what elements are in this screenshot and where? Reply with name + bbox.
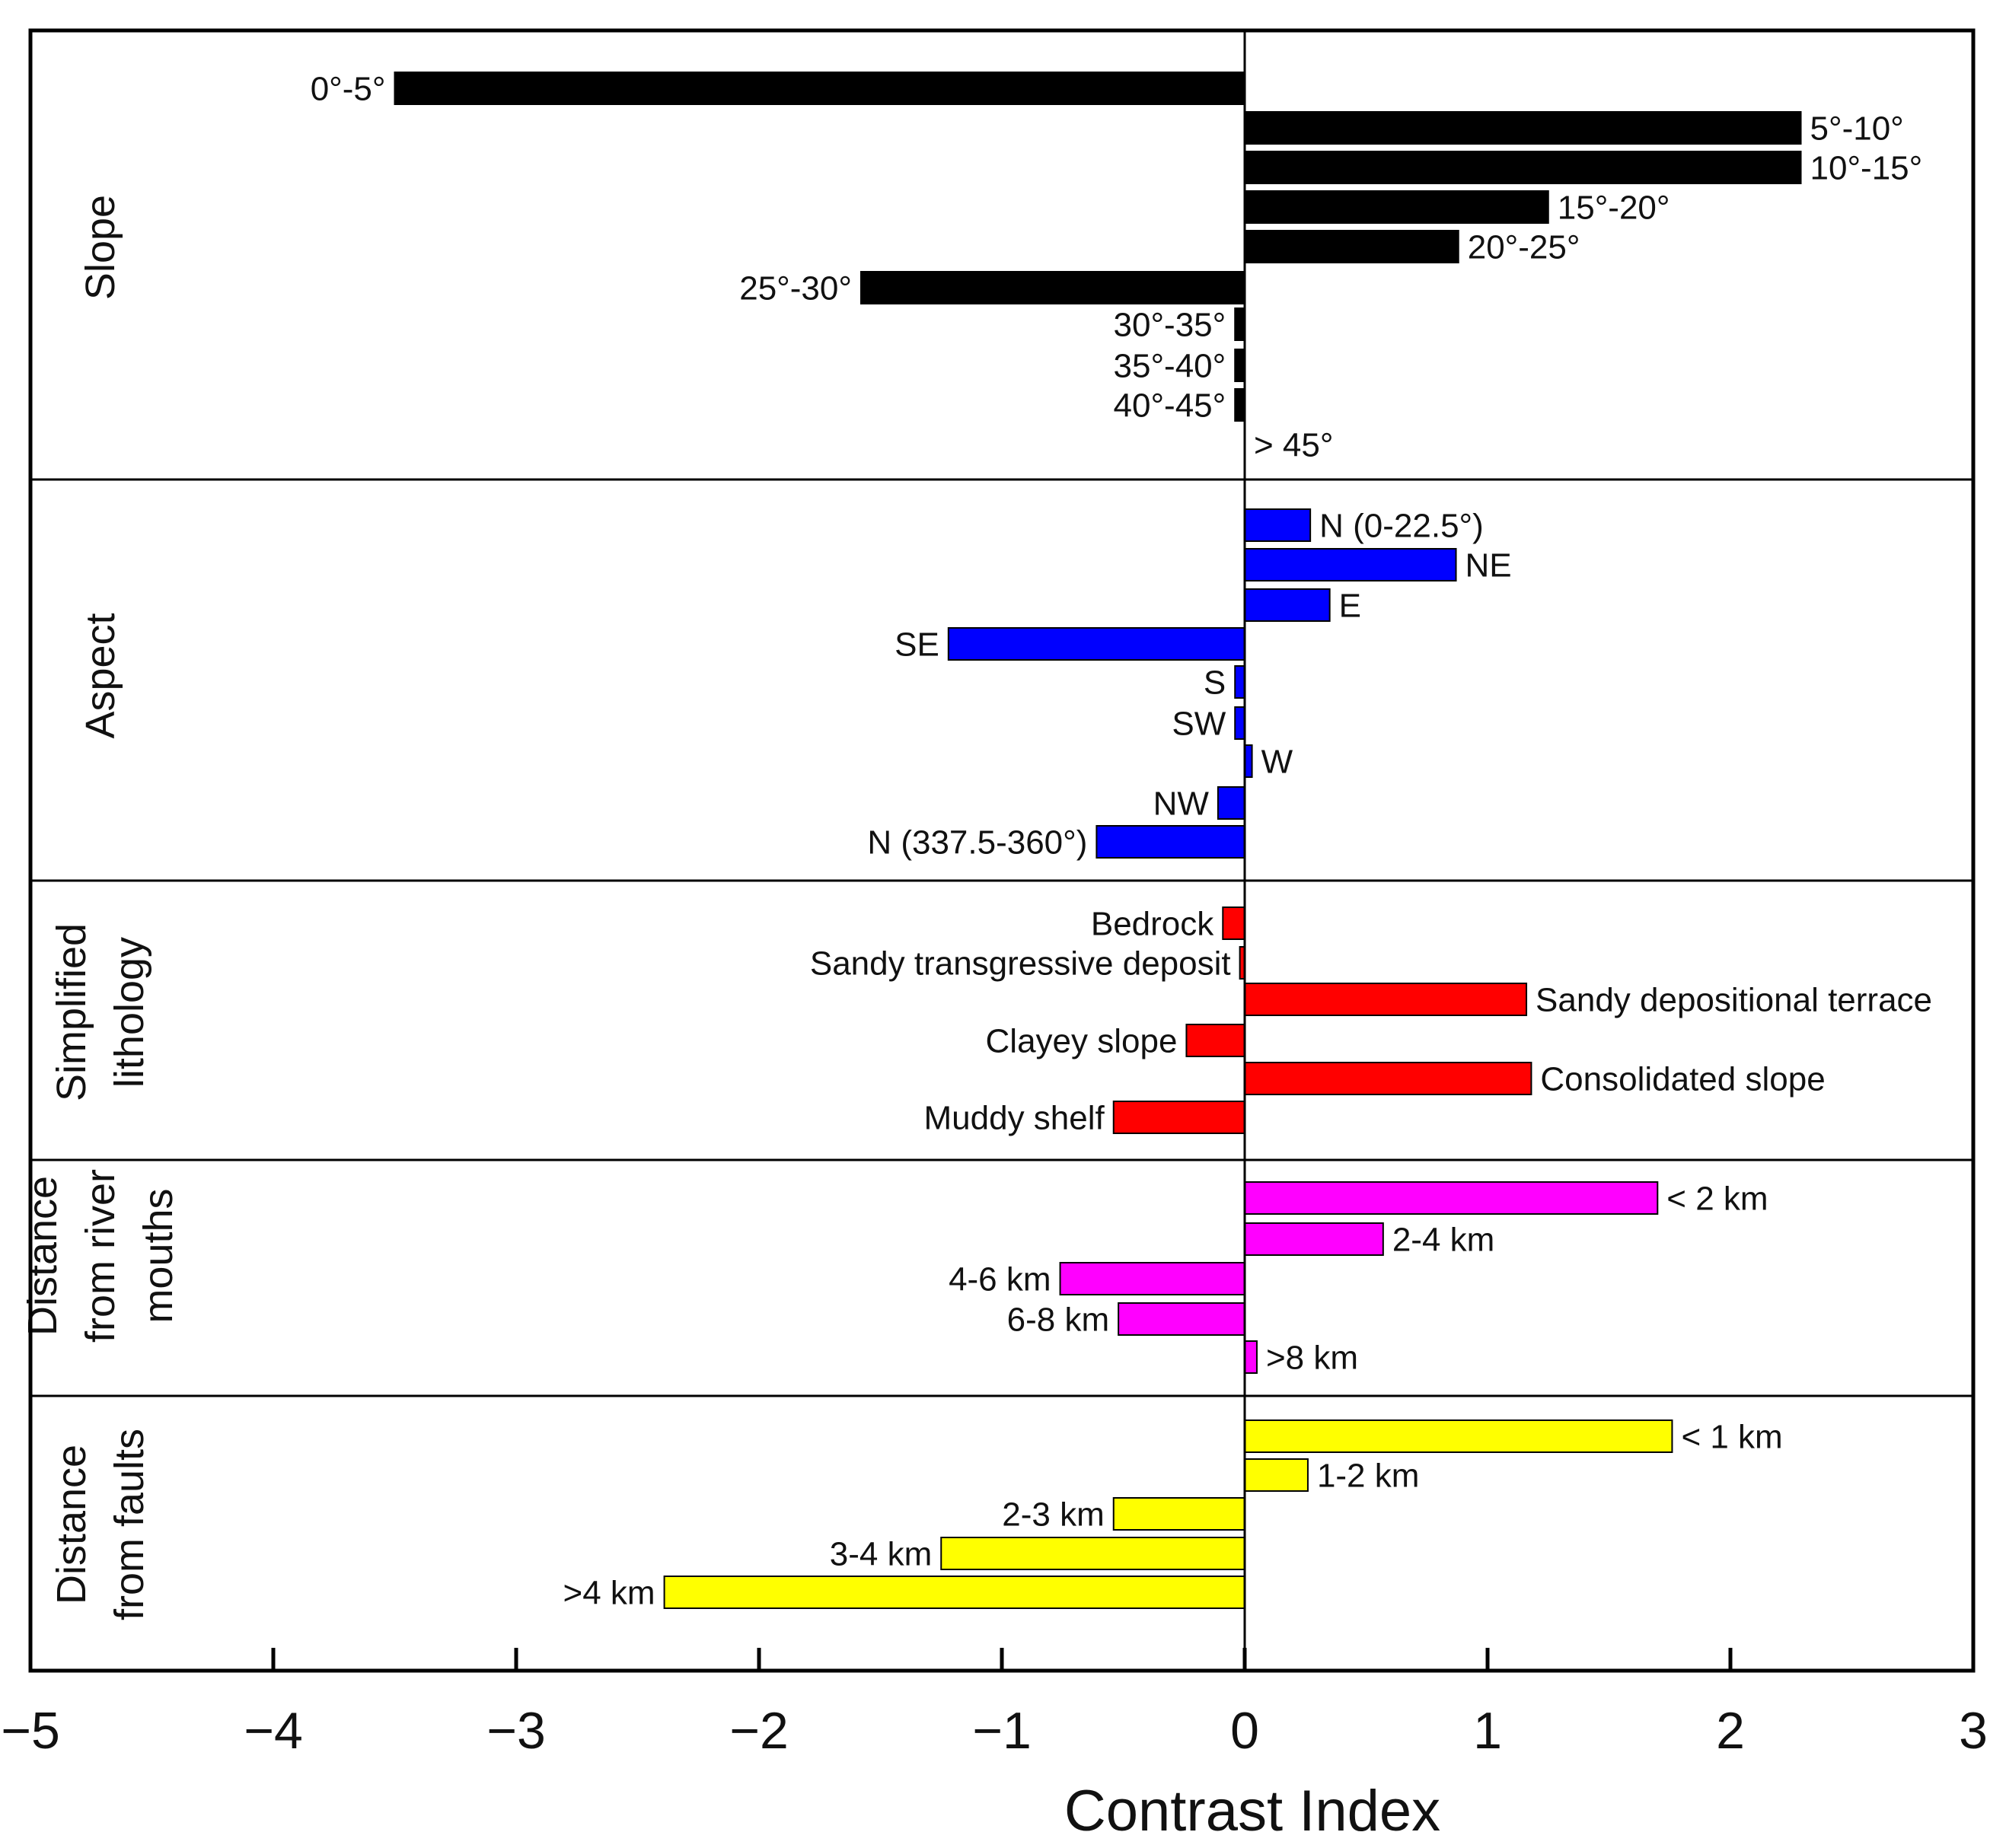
bar-label: 2-4 km — [1392, 1222, 1494, 1259]
bar — [1234, 665, 1245, 699]
bar — [1244, 548, 1457, 581]
bar-label: N (0-22.5°) — [1319, 508, 1484, 545]
bar — [1244, 508, 1312, 542]
bar-label: 4-6 km — [949, 1261, 1051, 1298]
bar-label: 20°-25° — [1468, 229, 1580, 266]
bar — [859, 271, 1245, 304]
bar — [1217, 786, 1246, 820]
bar — [1244, 111, 1802, 145]
bar-label: < 2 km — [1666, 1180, 1768, 1218]
bar-label: NW — [1153, 785, 1210, 823]
bar-label: SW — [1172, 706, 1226, 743]
bar-label: 15°-20° — [1558, 190, 1670, 227]
group-label: Distance — [20, 1176, 65, 1336]
bar-label: Sandy transgressive deposit — [810, 945, 1231, 983]
bar-label: > 45° — [1254, 427, 1333, 464]
bar-label: 30°-35° — [1114, 307, 1226, 344]
bar-label: Sandy depositional terrace — [1536, 982, 1932, 1019]
bar-label: 25°-30° — [739, 270, 852, 307]
bar-label: NE — [1465, 547, 1512, 585]
bar — [1244, 983, 1528, 1016]
group-label: lithology — [107, 937, 152, 1088]
bar — [1185, 1024, 1245, 1057]
group-label: Slope — [78, 195, 123, 300]
bar — [1112, 1101, 1245, 1134]
bar-label: Muddy shelf — [924, 1100, 1105, 1137]
bar — [1112, 1497, 1245, 1531]
bar — [1234, 307, 1245, 341]
group-label: mouths — [136, 1188, 181, 1323]
bar-label: 6-8 km — [1007, 1302, 1109, 1339]
bar-label: Consolidated slope — [1540, 1061, 1825, 1098]
panel-dividers — [30, 478, 1973, 1397]
bar — [1244, 1181, 1659, 1215]
x-tick-label: −5 — [1, 1702, 60, 1760]
bar-label: 35°-40° — [1114, 348, 1226, 385]
bar-label: E — [1339, 588, 1361, 625]
x-axis-label: Contrast Index — [1064, 1779, 1440, 1843]
bar-label: W — [1261, 744, 1293, 781]
bar — [1234, 349, 1245, 382]
group-label: Simplified — [49, 923, 94, 1101]
bar-labels-layer: 0°-5° 5°-10°10°-15° 15°-20°20°-25° 25°-30° 3… — [311, 71, 1932, 1612]
bar — [1244, 151, 1802, 184]
bar-label: Clayey slope — [986, 1023, 1178, 1060]
x-tick-label: 2 — [1716, 1702, 1745, 1760]
bar-label: 10°-15° — [1810, 150, 1923, 187]
bar — [1244, 588, 1331, 622]
bar-label: 2-3 km — [1002, 1496, 1104, 1534]
x-tick-label: 3 — [1959, 1702, 1988, 1760]
bar-label: 1-2 km — [1317, 1458, 1419, 1495]
bar — [1059, 1262, 1246, 1295]
bar — [1244, 190, 1549, 224]
bar-label: >8 km — [1266, 1340, 1358, 1377]
x-tick-label: 0 — [1230, 1702, 1259, 1760]
bar — [1234, 388, 1245, 422]
x-tick-label: −2 — [729, 1702, 789, 1760]
bar-label: 0°-5° — [311, 71, 386, 108]
bar-label: Bedrock — [1091, 906, 1214, 943]
group-label: from faults — [107, 1429, 152, 1620]
bar — [1095, 825, 1246, 859]
bar — [1222, 906, 1246, 940]
bar — [1244, 1340, 1258, 1374]
bar-label: 3-4 km — [830, 1536, 932, 1573]
x-axis-ticks: −5 −4 −3 −2 −1 0 1 2 3 — [1, 1648, 1988, 1760]
bar — [1244, 1419, 1673, 1453]
bar — [1118, 1302, 1245, 1336]
x-tick-label: −1 — [972, 1702, 1032, 1760]
bar-label: >4 km — [563, 1575, 655, 1612]
group-label: Aspect — [78, 613, 123, 738]
bar — [394, 72, 1245, 105]
x-tick-label: −4 — [244, 1702, 303, 1760]
group-label: from river — [78, 1169, 123, 1343]
bars-layer — [394, 72, 1802, 1609]
bar-label: S — [1204, 664, 1226, 702]
x-tick-label: −3 — [486, 1702, 546, 1760]
bar — [1244, 230, 1459, 263]
bar — [1244, 1458, 1309, 1492]
bar — [1234, 706, 1245, 740]
group-labels: Slope Aspect Simplified lithology Distance fr… — [20, 195, 181, 1620]
bar — [1244, 1222, 1384, 1256]
bar — [940, 1537, 1245, 1570]
bar-label: SE — [895, 626, 939, 664]
bar-label: 40°-45° — [1114, 387, 1226, 425]
group-label: Distance — [49, 1445, 94, 1604]
bar — [1244, 1062, 1532, 1095]
bar — [947, 627, 1245, 661]
bar-label: N (337.5-360°) — [867, 824, 1087, 862]
x-tick-label: 1 — [1473, 1702, 1502, 1760]
bar — [663, 1576, 1245, 1609]
bar-label: < 1 km — [1681, 1419, 1782, 1456]
bar-label: 5°-10° — [1810, 110, 1904, 148]
